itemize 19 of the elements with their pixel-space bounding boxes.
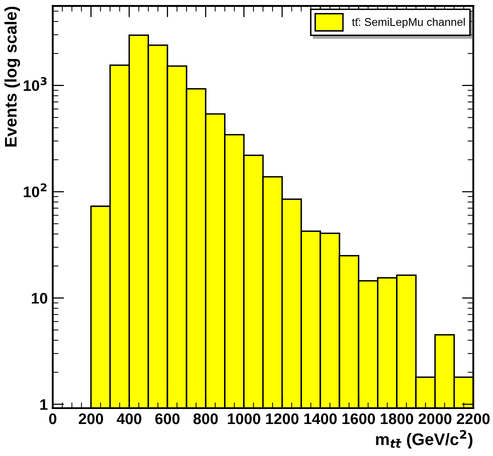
y-axis-title: Events (log scale) — [4, 6, 20, 147]
y-tick-label: 1 — [40, 399, 48, 410]
y-tick-label: 10$^{2}$ — [24, 183, 46, 198]
y-tick-label: 10$^{3}$ — [24, 77, 47, 92]
x-tick-label: 400 — [116, 413, 142, 424]
x-tick-label: 200 — [78, 413, 104, 424]
x-tick-label: 1200 — [266, 413, 298, 424]
x-tick-label: 2000 — [418, 413, 452, 424]
x-tick-label: 0 — [49, 413, 56, 424]
x-axis-title: m$_{tt̄}$ (GeV/c$^{2}$) — [376, 430, 472, 448]
y-tick-label: 10 — [32, 292, 48, 304]
x-tick-label: 2200 — [456, 413, 490, 424]
legend-label: tt̄: SemiLepMu channel — [352, 18, 465, 28]
x-tick-label: 1400 — [304, 413, 337, 424]
x-tick-label: 1600 — [342, 413, 375, 424]
x-tick-label: 800 — [193, 413, 218, 424]
x-tick-label: 1800 — [380, 413, 414, 424]
x-tick-label: 1000 — [228, 413, 260, 424]
x-tick-label: 600 — [155, 413, 180, 424]
